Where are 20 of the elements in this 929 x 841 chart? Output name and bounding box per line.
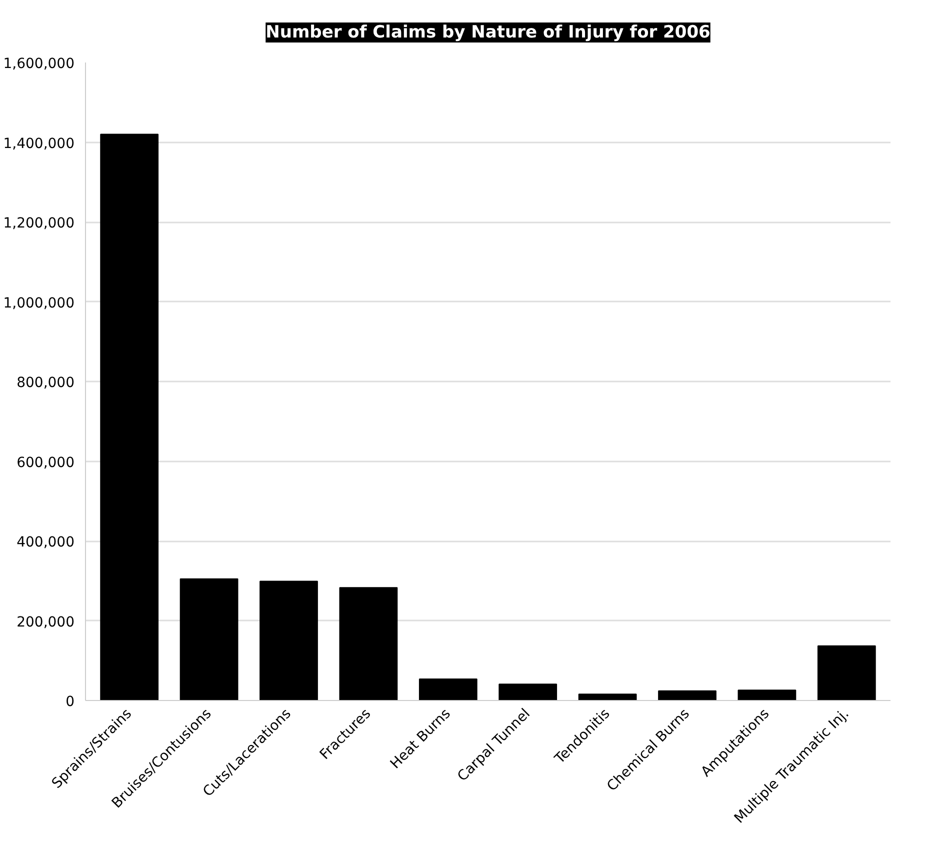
y-tick-label: 400,000 — [16, 534, 75, 550]
bar — [100, 134, 159, 700]
bar — [498, 684, 558, 700]
bar — [339, 587, 398, 700]
y-tick-label: 800,000 — [16, 375, 75, 391]
y-tick-label: 200,000 — [16, 614, 75, 630]
bar — [817, 645, 876, 700]
bar — [180, 578, 238, 700]
chart-title: Number of Claims by Nature of Injury for 2006 — [266, 22, 710, 42]
y-tick-label: 1,600,000 — [3, 56, 75, 72]
y-tick-label: 1,000,000 — [3, 295, 75, 312]
bar — [578, 694, 637, 700]
y-tick-label: 1,200,000 — [3, 216, 75, 232]
bar — [418, 678, 478, 700]
y-tick-label: 600,000 — [16, 454, 75, 471]
bar — [260, 580, 318, 700]
y-tick-label: 1,400,000 — [3, 136, 75, 152]
y-tick-label: 0 — [66, 694, 75, 710]
bar — [738, 690, 796, 700]
bar — [658, 690, 716, 700]
